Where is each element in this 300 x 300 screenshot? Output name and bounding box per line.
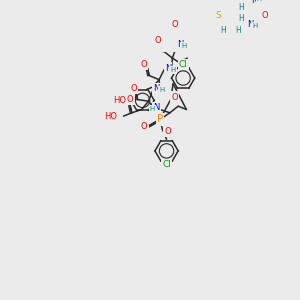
Text: O: O xyxy=(262,11,268,20)
Text: N: N xyxy=(153,84,160,93)
Text: H: H xyxy=(150,106,155,112)
Text: H: H xyxy=(159,87,164,93)
Text: S: S xyxy=(216,11,222,20)
Text: H: H xyxy=(238,3,244,12)
Text: O: O xyxy=(155,36,162,45)
Text: HO: HO xyxy=(113,96,126,105)
Text: HO: HO xyxy=(104,112,117,121)
Text: O: O xyxy=(127,95,134,104)
Text: Cl: Cl xyxy=(162,160,171,169)
Text: O: O xyxy=(130,84,137,93)
Text: N: N xyxy=(251,0,258,5)
Text: H: H xyxy=(238,14,244,23)
Text: N: N xyxy=(153,103,160,112)
Text: N: N xyxy=(247,20,253,29)
Text: H: H xyxy=(220,26,226,35)
Text: P: P xyxy=(157,114,163,124)
Text: O: O xyxy=(172,93,178,102)
Text: H: H xyxy=(235,26,241,35)
Text: O: O xyxy=(140,60,147,69)
Text: O: O xyxy=(164,127,171,136)
Text: O: O xyxy=(172,20,178,29)
Text: H: H xyxy=(181,43,187,49)
Text: O: O xyxy=(141,122,148,130)
Text: N: N xyxy=(165,64,171,73)
Text: H: H xyxy=(171,67,176,73)
Text: N: N xyxy=(177,40,183,49)
Text: H: H xyxy=(253,23,258,29)
Text: H: H xyxy=(257,0,262,2)
Text: Cl: Cl xyxy=(179,60,188,69)
